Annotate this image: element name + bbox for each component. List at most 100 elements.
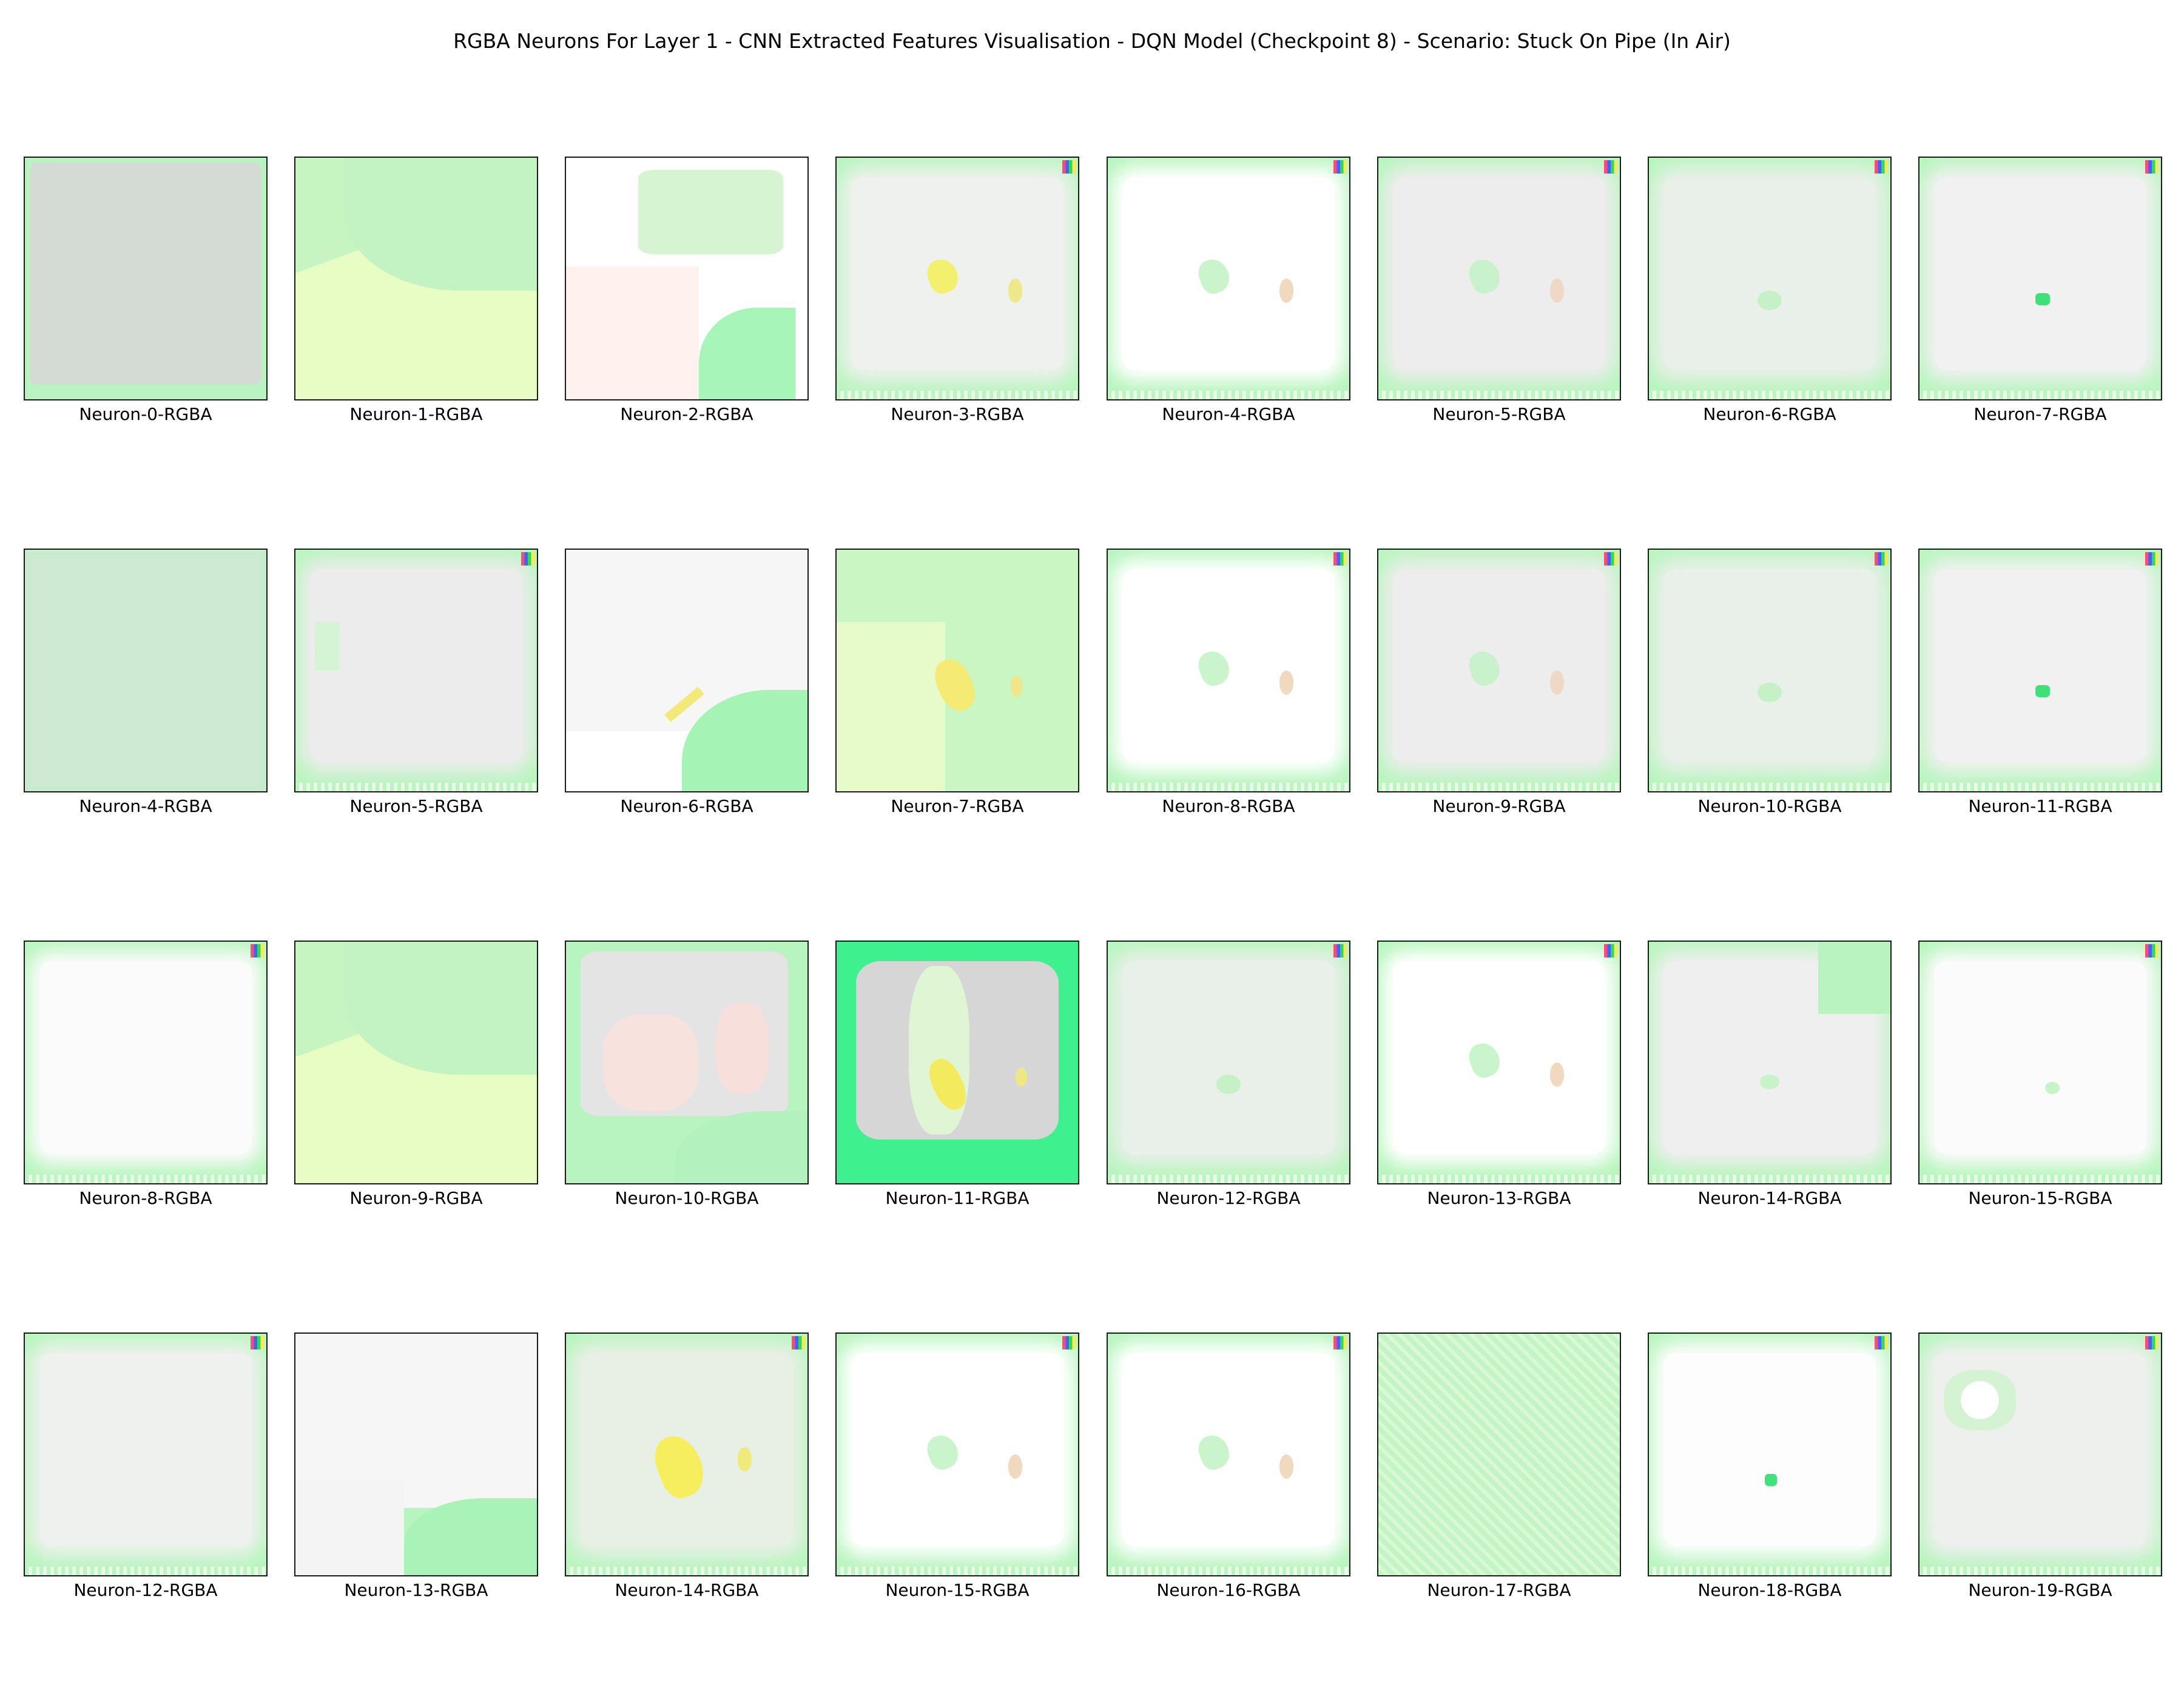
neuron-feature-map: [1107, 1333, 1350, 1576]
neuron-feature-map: [24, 941, 268, 1184]
neuron-panel: Neuron-1-RGBA: [294, 157, 538, 425]
neuron-label: Neuron-8-RGBA: [79, 1188, 212, 1208]
feature-region: [566, 266, 699, 399]
edge-pattern: [1649, 1567, 1890, 1575]
edge-pattern: [1108, 1567, 1349, 1575]
feature-region: [602, 1014, 699, 1111]
edge-pattern: [1378, 391, 1620, 399]
edge-pattern: [1919, 1175, 2161, 1183]
neuron-feature-map: [1648, 157, 1892, 400]
neuron-panel: Neuron-4-RGBA: [1107, 157, 1350, 425]
neuron-label: Neuron-16-RGBA: [1156, 1580, 1301, 1600]
edge-pattern: [25, 1175, 266, 1183]
feature-region: [1818, 942, 1890, 1015]
edge-pattern: [1108, 783, 1349, 791]
feature-region: [1279, 1454, 1294, 1479]
corner-pixels: [1875, 1336, 1888, 1349]
edge-pattern: [1649, 783, 1890, 791]
neuron-feature-map: [1377, 1333, 1621, 1576]
neuron-panel: Neuron-10-RGBA: [1648, 549, 1892, 817]
neuron-panel: Neuron-5-RGBA: [1377, 157, 1621, 425]
corner-pixels: [1604, 160, 1617, 174]
neuron-panel: Neuron-11-RGBA: [1918, 549, 2162, 817]
neuron-label: Neuron-13-RGBA: [344, 1580, 488, 1600]
feature-core: [1933, 569, 2147, 763]
neuron-label: Neuron-3-RGBA: [891, 404, 1024, 424]
neuron-panel: Neuron-19-RGBA: [1918, 1333, 2162, 1601]
feature-region: [675, 1110, 807, 1183]
neuron-panel: Neuron-0-RGBA: [24, 157, 268, 425]
edge-pattern: [1378, 1175, 1620, 1183]
edge-pattern: [1649, 391, 1890, 399]
neuron-panel: Neuron-12-RGBA: [24, 1333, 268, 1601]
neuron-label: Neuron-15-RGBA: [885, 1580, 1030, 1600]
neuron-label: Neuron-9-RGBA: [349, 1188, 483, 1208]
edge-pattern: [1919, 783, 2161, 791]
neuron-label: Neuron-6-RGBA: [1703, 404, 1836, 424]
corner-pixels: [1875, 552, 1888, 566]
neuron-feature-map: [565, 157, 809, 400]
feature-region: [1549, 279, 1565, 303]
feature-region: [837, 622, 946, 791]
edge-pattern: [25, 1567, 266, 1575]
corner-pixels: [1333, 552, 1347, 566]
feature-region: [295, 1478, 405, 1575]
neuron-panel: Neuron-16-RGBA: [1107, 1333, 1350, 1601]
corner-pixels: [251, 944, 264, 958]
neuron-feature-map: [294, 549, 538, 792]
neuron-label: Neuron-17-RGBA: [1427, 1580, 1571, 1600]
neuron-feature-map: [1377, 941, 1621, 1184]
neuron-feature-map: [294, 157, 538, 400]
feature-core: [1663, 1353, 1876, 1547]
feature-region: [295, 1334, 537, 1508]
feature-region: [909, 965, 969, 1135]
neuron-label: Neuron-8-RGBA: [1162, 796, 1295, 816]
neuron-feature-map: [24, 1333, 268, 1576]
neuron-feature-map: [1377, 157, 1621, 400]
feature-region: [2035, 684, 2050, 697]
neuron-feature-map: [835, 1333, 1079, 1576]
neuron-feature-map: [1918, 1333, 2162, 1576]
neuron-feature-map: [835, 157, 1079, 400]
feature-region: [1279, 279, 1294, 303]
neuron-panel: Neuron-8-RGBA: [1107, 549, 1350, 817]
corner-pixels: [792, 1336, 805, 1349]
neuron-panel: Neuron-2-RGBA: [565, 157, 809, 425]
neuron-label: Neuron-18-RGBA: [1697, 1580, 1842, 1600]
neuron-panel: Neuron-14-RGBA: [565, 1333, 809, 1601]
neuron-feature-map: [1107, 157, 1350, 400]
neuron-panel: Neuron-10-RGBA: [565, 941, 809, 1209]
corner-pixels: [1062, 1336, 1076, 1349]
corner-pixels: [1333, 1336, 1347, 1349]
neuron-label: Neuron-6-RGBA: [620, 796, 753, 816]
neuron-feature-map: [1918, 157, 2162, 400]
corner-pixels: [1062, 160, 1076, 174]
edge-pattern: [837, 391, 1078, 399]
feature-region: [715, 1002, 769, 1094]
feature-region: [29, 554, 262, 787]
neuron-feature-map: [565, 549, 809, 792]
neuron-feature-map: [565, 1333, 809, 1576]
feature-region: [1758, 682, 1782, 702]
feature-region: [29, 162, 262, 385]
neuron-feature-map: [1918, 941, 2162, 1184]
neuron-panel: Neuron-11-RGBA: [835, 941, 1079, 1209]
feature-region: [1008, 1454, 1023, 1479]
neuron-label: Neuron-7-RGBA: [891, 796, 1024, 816]
neuron-feature-map: [1648, 549, 1892, 792]
neuron-panel: Neuron-18-RGBA: [1648, 1333, 1892, 1601]
neuron-feature-map: [1377, 549, 1621, 792]
feature-core: [309, 569, 523, 763]
neuron-label: Neuron-0-RGBA: [79, 404, 212, 424]
neuron-panel: Neuron-7-RGBA: [835, 549, 1079, 817]
corner-pixels: [2145, 1336, 2159, 1349]
feature-region: [698, 307, 796, 399]
edge-pattern: [837, 1567, 1078, 1575]
feature-region: [1549, 670, 1565, 695]
neuron-panel: Neuron-17-RGBA: [1377, 1333, 1621, 1601]
corner-pixels: [2145, 552, 2159, 566]
neuron-panel: Neuron-9-RGBA: [294, 941, 538, 1209]
edge-pattern: [1108, 1175, 1349, 1183]
neuron-feature-map: [294, 1333, 538, 1576]
corner-pixels: [1333, 944, 1347, 958]
